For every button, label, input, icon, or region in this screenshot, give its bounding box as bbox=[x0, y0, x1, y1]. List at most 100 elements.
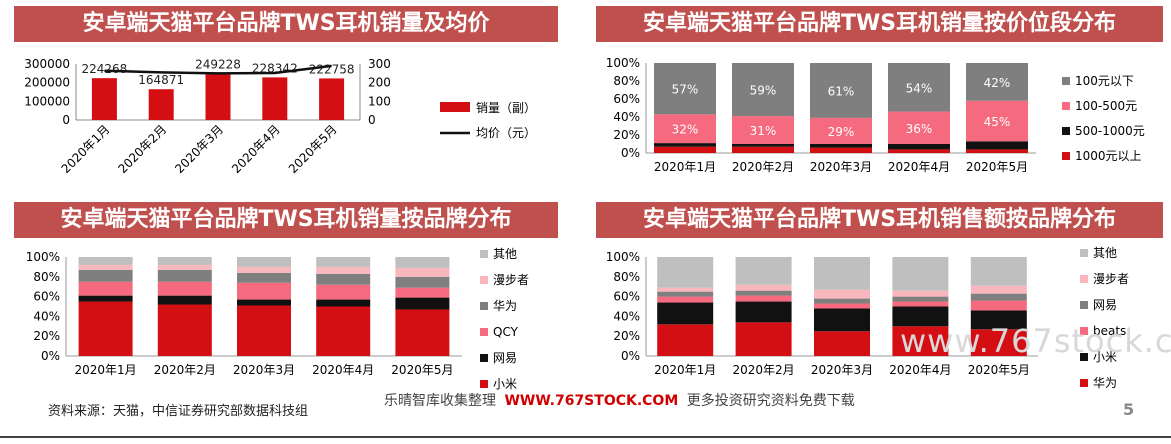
stack-segment bbox=[654, 63, 716, 115]
bar-data-label: 249228 bbox=[195, 57, 241, 71]
stack-segment bbox=[395, 297, 450, 310]
x-tick-label: 2020年2月 bbox=[115, 122, 169, 176]
legend-label: 销量（副） bbox=[476, 101, 536, 115]
legend-label: 1000元以上 bbox=[1075, 149, 1142, 163]
stack-segment bbox=[78, 257, 133, 265]
legend-swatch bbox=[1080, 379, 1088, 387]
x-tick-label: 2020年1月 bbox=[654, 160, 716, 174]
y-tick-label: 100% bbox=[26, 250, 60, 264]
right-axis-tick-label: 0 bbox=[368, 113, 376, 127]
segment-data-label: 61% bbox=[828, 84, 855, 98]
stack-segment bbox=[970, 257, 1027, 286]
right-axis-tick-label: 200 bbox=[368, 76, 391, 90]
stack-segment bbox=[395, 309, 450, 356]
bar-data-label: 222758 bbox=[309, 62, 355, 76]
stack-segment bbox=[657, 296, 714, 303]
bar-data-label: 164871 bbox=[138, 73, 184, 87]
y-tick-label: 60% bbox=[33, 290, 60, 304]
legend-swatch bbox=[480, 276, 488, 284]
stack-segment bbox=[157, 295, 212, 305]
segment-data-label: 29% bbox=[828, 125, 855, 139]
stack-segment bbox=[892, 301, 949, 307]
legend-label: 均价（元） bbox=[476, 126, 536, 140]
stack-segment bbox=[732, 116, 794, 144]
bar-data-label: 224268 bbox=[81, 62, 127, 76]
stack-segment bbox=[892, 290, 949, 297]
y-tick-label: 0% bbox=[41, 349, 60, 363]
watermark-post: 更多投资研究资料免费下载 bbox=[686, 393, 855, 409]
stack-segment bbox=[735, 295, 792, 302]
watermark-banner: 乐晴智库收集整理 WWW.767STOCK.COM 更多投资研究资料免费下载 bbox=[384, 390, 855, 410]
stack-segment bbox=[970, 300, 1027, 311]
stack-segment bbox=[316, 266, 371, 274]
stack-segment bbox=[966, 141, 1028, 150]
x-tick-label: 2020年3月 bbox=[172, 122, 226, 176]
segment-data-label: 45% bbox=[984, 115, 1011, 129]
legend-swatch bbox=[1062, 127, 1070, 135]
left-axis-tick-label: 300000 bbox=[24, 57, 70, 71]
stack-segment bbox=[316, 306, 371, 356]
y-tick-label: 80% bbox=[613, 270, 640, 284]
legend-swatch bbox=[1080, 301, 1088, 309]
watermark-url[interactable]: WWW.767STOCK.COM bbox=[504, 393, 679, 409]
legend-swatch bbox=[1080, 275, 1088, 283]
stack-segment bbox=[78, 269, 133, 282]
stack-segment bbox=[810, 144, 872, 148]
stack-segment bbox=[654, 114, 716, 144]
stack-segment bbox=[892, 326, 949, 356]
legend-swatch bbox=[1062, 152, 1070, 160]
stack-segment bbox=[735, 284, 792, 291]
stack-segment bbox=[735, 257, 792, 285]
legend-label: 500-1000元 bbox=[1075, 124, 1145, 138]
y-tick-label: 20% bbox=[33, 329, 60, 343]
legend-label: 漫步者 bbox=[493, 273, 529, 287]
y-tick-label: 0% bbox=[621, 349, 640, 363]
chart-4-title: 安卓端天猫平台品牌TWS耳机销售额按品牌分布 bbox=[596, 202, 1163, 238]
watermark-pre: 乐晴智库收集整理 bbox=[384, 393, 496, 409]
watermark-text: www.767stock.com bbox=[900, 322, 1171, 360]
chart-1-sales-volume-price: 0 100000 200000 300000 0 100 200 300 224268 16487… bbox=[24, 57, 536, 176]
y-tick-label: 40% bbox=[613, 309, 640, 323]
x-tick-label: 2020年5月 bbox=[391, 363, 453, 377]
stack-segment bbox=[237, 257, 291, 267]
stack-segment bbox=[316, 257, 371, 267]
x-tick-label: 2020年1月 bbox=[59, 122, 113, 176]
stack-segment bbox=[657, 302, 714, 325]
stack-segment bbox=[395, 287, 450, 298]
right-axis-tick-label: 300 bbox=[368, 57, 391, 71]
x-tick-label: 2020年4月 bbox=[312, 363, 374, 377]
stack-segment bbox=[814, 308, 870, 332]
x-tick-label: 2020年5月 bbox=[966, 160, 1028, 174]
stack-segment bbox=[657, 257, 714, 288]
stack-segment bbox=[810, 63, 872, 118]
legend-swatch bbox=[480, 354, 488, 362]
stack-segment bbox=[732, 63, 794, 117]
bottom-divider bbox=[0, 436, 1171, 438]
legend-label: 网易 bbox=[1093, 298, 1117, 312]
stack-segment bbox=[237, 299, 291, 306]
stack-segment bbox=[654, 146, 716, 153]
x-tick-label: 2020年2月 bbox=[154, 363, 216, 377]
chart-3-title: 安卓端天猫平台品牌TWS耳机销量按品牌分布 bbox=[14, 202, 558, 238]
legend-label: beats bbox=[1093, 324, 1126, 338]
y-tick-label: 20% bbox=[613, 128, 640, 142]
stack-segment bbox=[316, 299, 371, 307]
legend-swatch bbox=[1062, 77, 1070, 85]
y-tick-label: 40% bbox=[33, 309, 60, 323]
legend-swatch bbox=[1062, 102, 1070, 110]
x-tick-label: 2020年5月 bbox=[968, 363, 1030, 377]
y-tick-label: 0% bbox=[621, 146, 640, 160]
legend-label: 华为 bbox=[1093, 376, 1117, 390]
stack-segment bbox=[888, 144, 950, 150]
x-tick-label: 2020年2月 bbox=[732, 160, 794, 174]
chart-1-title: 安卓端天猫平台品牌TWS耳机销量及均价 bbox=[14, 6, 558, 42]
stack-segment bbox=[395, 276, 450, 288]
stack-segment bbox=[966, 63, 1028, 101]
legend-swatch bbox=[480, 328, 488, 336]
stack-segment bbox=[735, 322, 792, 356]
legend-swatch bbox=[480, 380, 488, 388]
legend-swatch bbox=[1080, 353, 1088, 361]
stack-segment bbox=[157, 257, 212, 265]
stack-segment bbox=[316, 273, 371, 285]
stack-segment bbox=[970, 285, 1027, 294]
